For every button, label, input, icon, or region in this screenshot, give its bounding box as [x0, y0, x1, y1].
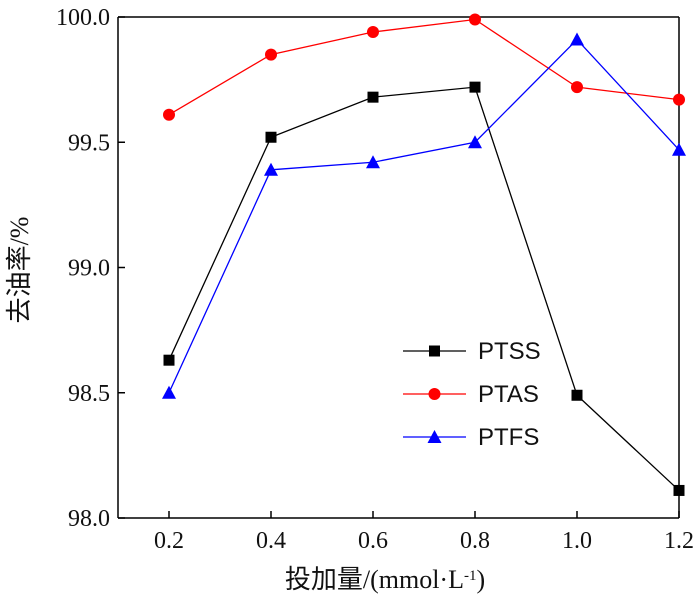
legend-item-ptas: PTAS — [403, 381, 539, 408]
x-axis-label-superscript: -1 — [464, 568, 477, 584]
data-point-ptas — [367, 26, 379, 39]
y-tick-label: 98.5 — [68, 381, 110, 407]
y-tick-label: 99.5 — [68, 130, 110, 156]
data-point-ptas — [571, 81, 583, 94]
series-ptss — [163, 81, 685, 496]
y-tick-label: 99.0 — [68, 256, 110, 282]
data-point-ptas — [163, 108, 175, 121]
data-point-ptas — [265, 48, 277, 61]
data-point-ptfs — [264, 162, 278, 176]
data-point-ptfs — [672, 142, 686, 156]
legend: PTSS PTAS PTFS — [403, 338, 541, 451]
legend-item-ptss: PTSS — [403, 338, 541, 365]
data-point-ptss — [265, 131, 277, 143]
series-ptas — [163, 13, 685, 121]
x-tick-label: 1.0 — [562, 528, 592, 554]
y-axis-label: 去油率/% — [5, 217, 34, 324]
series-line-ptas — [168, 18, 680, 116]
x-tick-label: 0.8 — [460, 528, 490, 554]
x-tick-label: 1.2 — [664, 528, 694, 554]
legend-marker — [427, 430, 442, 443]
x-tick-label: 0.4 — [256, 528, 286, 554]
y-tick-label: 100.0 — [56, 5, 110, 31]
x-axis-label-main: 投加量/(mmol·L — [285, 565, 464, 594]
data-point-ptss — [673, 484, 685, 496]
legend-marker — [428, 388, 441, 400]
data-point-ptfs — [366, 155, 380, 169]
data-point-ptas — [673, 93, 685, 106]
data-point-ptss — [367, 91, 379, 103]
data-point-ptfs — [162, 385, 176, 399]
legend-label: PTSS — [478, 338, 541, 365]
series-line-ptfs — [168, 38, 680, 394]
x-tick-label: 0.2 — [154, 528, 184, 554]
x-tick-label: 0.6 — [358, 528, 388, 554]
data-point-ptss — [571, 389, 583, 401]
data-point-ptas — [469, 13, 481, 26]
legend-label: PTAS — [478, 381, 539, 408]
data-point-ptss — [163, 354, 175, 366]
y-tick-label: 98.0 — [68, 506, 110, 532]
legend-marker — [429, 345, 440, 357]
data-point-ptfs — [468, 135, 482, 149]
x-axis-label: 投加量/(mmol·L-1) — [285, 565, 485, 594]
axes: 98.0 98.5 99.0 99.5 100.0 0.2 0.4 0.6 0.8 1.0 1.2 — [56, 5, 694, 554]
legend-item-ptfs: PTFS — [403, 424, 539, 451]
series-line-ptss — [168, 86, 680, 491]
data-point-ptfs — [570, 32, 584, 46]
legend-label: PTFS — [478, 424, 539, 451]
series-ptfs — [162, 32, 686, 399]
x-axis-label-close: ) — [476, 565, 485, 594]
series-layer — [162, 13, 686, 496]
data-point-ptss — [469, 81, 481, 93]
